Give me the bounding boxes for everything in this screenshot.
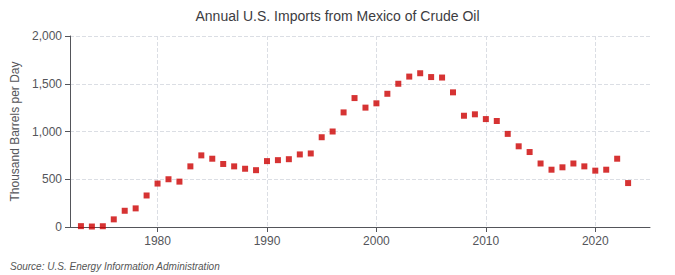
svg-text:2000: 2000 [363,234,390,248]
svg-text:2020: 2020 [582,234,609,248]
svg-text:Annual U.S. Imports from Mexic: Annual U.S. Imports from Mexico of Crude… [196,8,480,24]
svg-text:500: 500 [42,172,62,186]
svg-text:Source: U.S. Energy Informatio: Source: U.S. Energy Information Administ… [10,261,220,272]
svg-text:1,000: 1,000 [32,125,62,139]
svg-text:1980: 1980 [144,234,171,248]
svg-text:1,500: 1,500 [32,77,62,91]
svg-text:2010: 2010 [472,234,499,248]
svg-text:2,000: 2,000 [32,29,62,43]
svg-text:0: 0 [55,220,62,234]
svg-text:1990: 1990 [254,234,281,248]
svg-text:Thousand Barrels per Day: Thousand Barrels per Day [8,61,22,201]
